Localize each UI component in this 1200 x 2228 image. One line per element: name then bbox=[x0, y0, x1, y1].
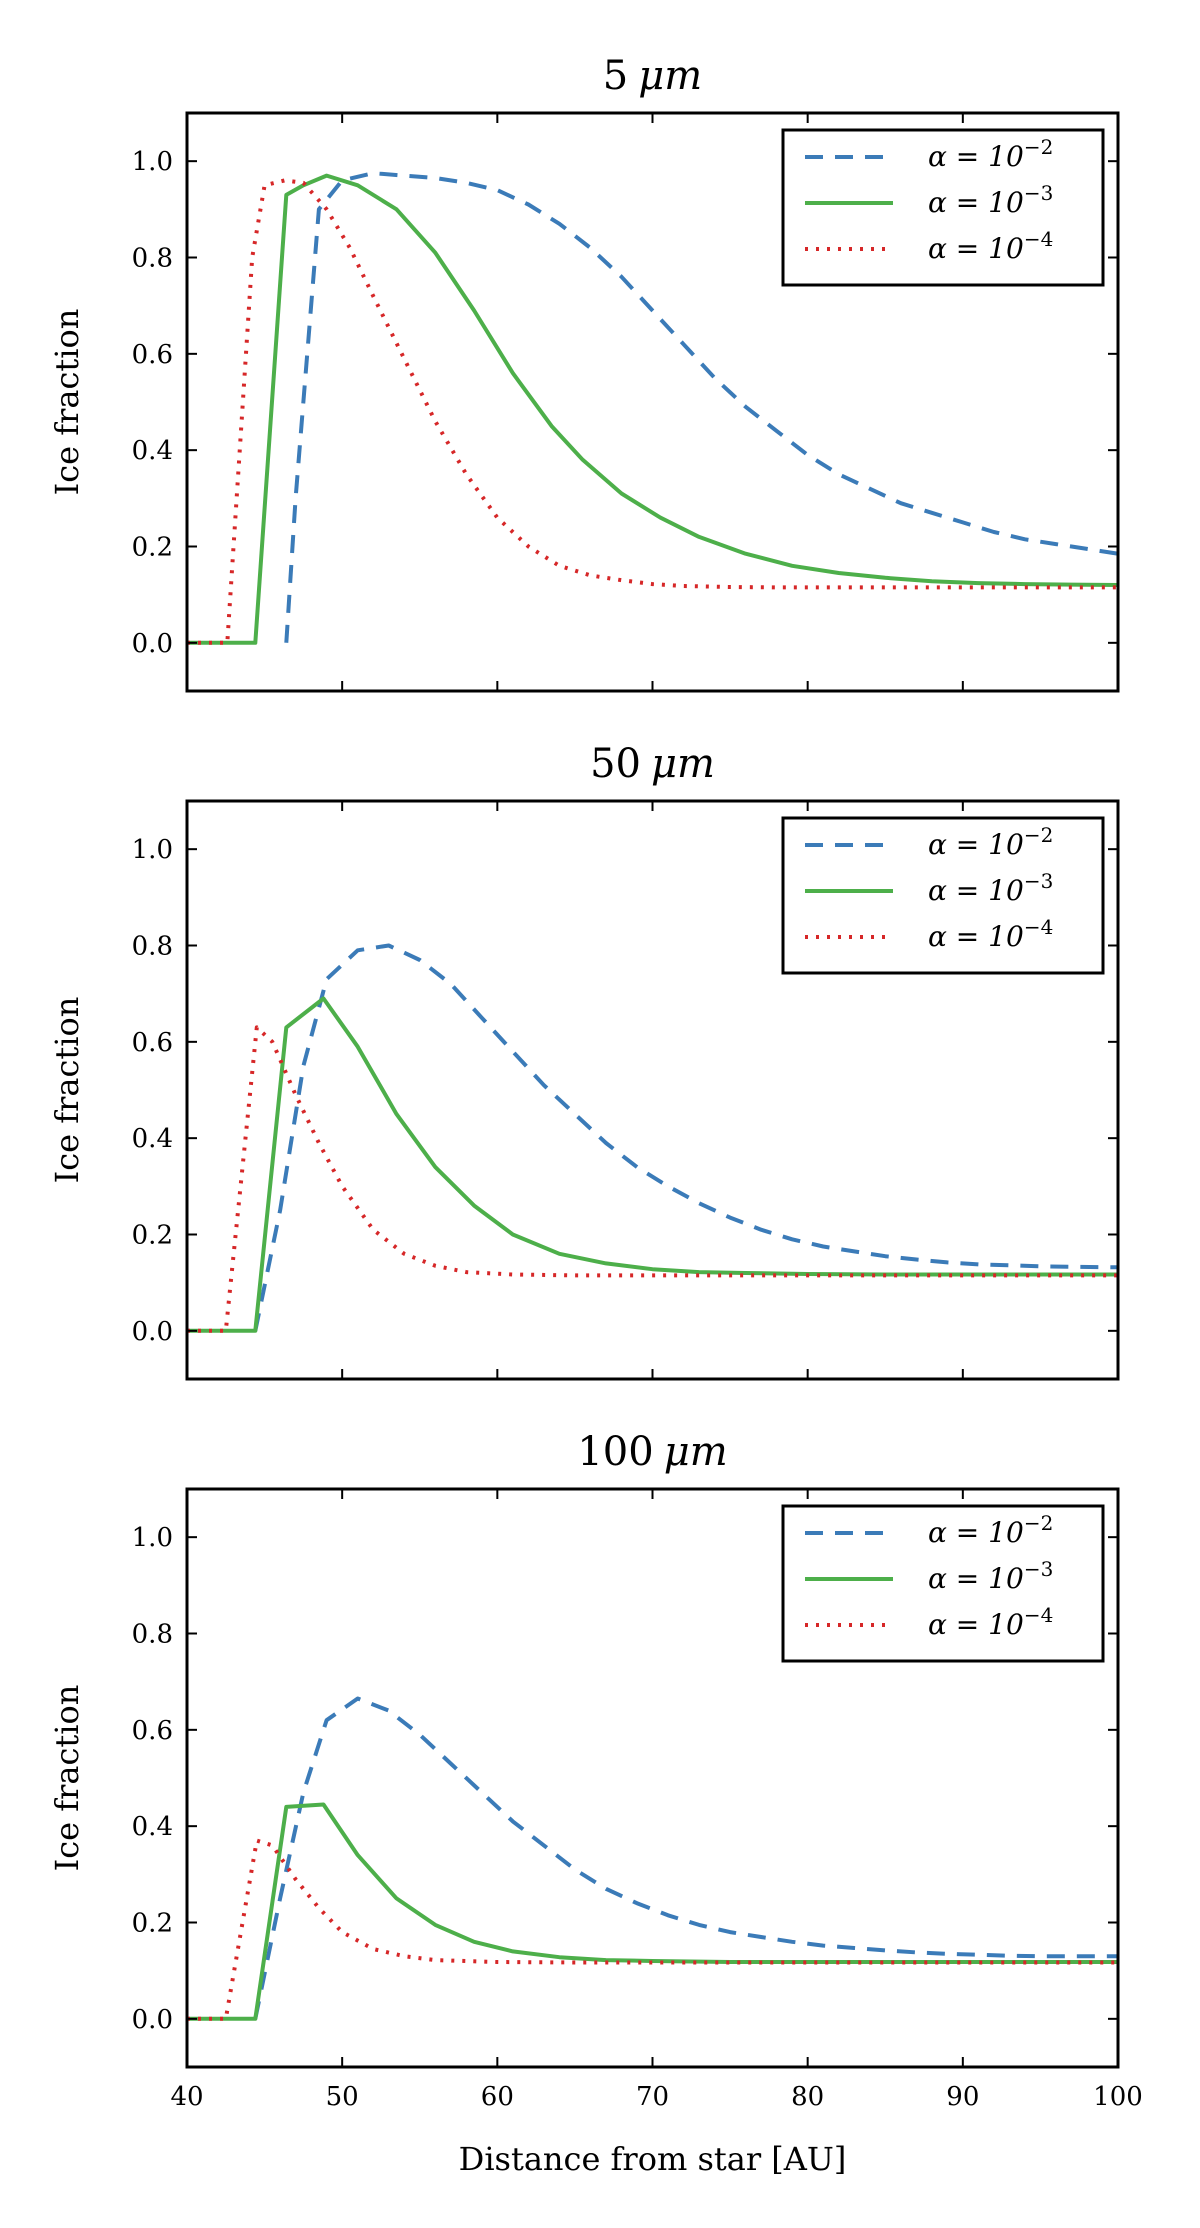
legend-label-exponent: −4 bbox=[1024, 227, 1053, 251]
y-axis-label: Ice fraction bbox=[48, 1685, 86, 1872]
y-axis-label: Ice fraction bbox=[48, 309, 86, 496]
y-tick-label: 0.8 bbox=[132, 244, 173, 274]
series-line-alpha-m4 bbox=[187, 178, 1118, 645]
legend-label: α = 10−4 bbox=[928, 227, 1053, 265]
y-tick-label: 0.2 bbox=[132, 1909, 173, 1939]
y-tick-label: 0.6 bbox=[132, 1028, 173, 1058]
legend-label-base: α = 10 bbox=[928, 1562, 1024, 1595]
x-tick-label: 70 bbox=[636, 2082, 669, 2112]
subplot-2: 50 μm 0.0 0.2 0.4 0.6 0.8 1.0 Ice fraction α = 10… bbox=[48, 741, 1120, 1381]
legend-label: α = 10−2 bbox=[928, 135, 1053, 173]
y-tick-label: 0.2 bbox=[132, 533, 173, 563]
legend: α = 10−2α = 10−3α = 10−4 bbox=[781, 1504, 1105, 1663]
series-line-alpha-m3 bbox=[187, 173, 1118, 645]
title-unit: μm bbox=[651, 741, 715, 787]
series-line-alpha-m4 bbox=[187, 1838, 1118, 2021]
title-number: 100 bbox=[577, 1429, 653, 1475]
y-tick-label: 1.0 bbox=[132, 835, 173, 865]
legend-label: α = 10−3 bbox=[928, 869, 1053, 907]
legend-label-exponent: −4 bbox=[1024, 915, 1053, 939]
y-tick-label: 0.0 bbox=[132, 2005, 173, 2035]
legend-label-base: α = 10 bbox=[928, 828, 1024, 861]
legend-label: α = 10−4 bbox=[928, 915, 1053, 953]
y-tick-label: 0.6 bbox=[132, 340, 173, 370]
y-tick-label: 1.0 bbox=[132, 147, 173, 177]
y-tick-label: 0.0 bbox=[132, 1317, 173, 1347]
legend-label: α = 10−4 bbox=[928, 1603, 1053, 1641]
title-number: 50 bbox=[590, 741, 641, 787]
legend-label-base: α = 10 bbox=[928, 874, 1024, 907]
series-line-alpha-m3 bbox=[187, 1802, 1118, 2021]
legend-label-exponent: −3 bbox=[1024, 1557, 1053, 1581]
legend: α = 10−2α = 10−3α = 10−4 bbox=[781, 816, 1105, 975]
title-unit: μm bbox=[664, 1429, 728, 1475]
x-tick-label: 40 bbox=[170, 2082, 203, 2112]
title-unit: μm bbox=[638, 53, 702, 99]
series-line-alpha-m2 bbox=[253, 943, 1118, 1332]
x-tick-label: 90 bbox=[946, 2082, 979, 2112]
y-tick-label: 0.8 bbox=[132, 1620, 173, 1650]
series-line-alpha-m4 bbox=[187, 1025, 1118, 1333]
y-tick-label: 0.4 bbox=[132, 1124, 173, 1154]
y-tick-label: 0.6 bbox=[132, 1716, 173, 1746]
y-tick-label: 1.0 bbox=[132, 1523, 173, 1553]
series-line-alpha-m2 bbox=[284, 171, 1118, 643]
subplot-title: 100 μm bbox=[577, 1429, 727, 1475]
legend: α = 10−2α = 10−3α = 10−4 bbox=[781, 128, 1105, 287]
legend-label-exponent: −4 bbox=[1024, 1603, 1053, 1627]
x-tick-label: 50 bbox=[326, 2082, 359, 2112]
subplot-title: 5 μm bbox=[603, 53, 702, 99]
legend-label-base: α = 10 bbox=[928, 1516, 1024, 1549]
y-tick-label: 0.4 bbox=[132, 436, 173, 466]
series-line-alpha-m2 bbox=[253, 1696, 1118, 2020]
x-tick-label: 80 bbox=[791, 2082, 824, 2112]
legend-label-base: α = 10 bbox=[928, 140, 1024, 173]
subplot-title: 50 μm bbox=[590, 741, 715, 787]
y-tick-label: 0.0 bbox=[132, 629, 173, 659]
legend-label: α = 10−2 bbox=[928, 1511, 1053, 1549]
legend-label-exponent: −3 bbox=[1024, 181, 1053, 205]
legend-label-base: α = 10 bbox=[928, 186, 1024, 219]
title-number: 5 bbox=[603, 53, 628, 99]
x-tick-label: 60 bbox=[481, 2082, 514, 2112]
legend-label-base: α = 10 bbox=[928, 232, 1024, 265]
legend-label: α = 10−3 bbox=[928, 1557, 1053, 1595]
legend-label-exponent: −2 bbox=[1024, 1511, 1053, 1535]
legend-label-exponent: −3 bbox=[1024, 869, 1053, 893]
x-axis-label: Distance from star [AU] bbox=[459, 2140, 847, 2178]
series-line-alpha-m3 bbox=[187, 996, 1118, 1333]
legend-label-base: α = 10 bbox=[928, 1608, 1024, 1641]
legend-label: α = 10−2 bbox=[928, 823, 1053, 861]
legend-label: α = 10−3 bbox=[928, 181, 1053, 219]
y-tick-label: 0.2 bbox=[132, 1221, 173, 1251]
y-tick-label: 0.4 bbox=[132, 1812, 173, 1842]
legend-label-base: α = 10 bbox=[928, 920, 1024, 953]
y-tick-label: 0.8 bbox=[132, 932, 173, 962]
x-tick-label: 100 bbox=[1093, 2082, 1143, 2112]
legend-label-exponent: −2 bbox=[1024, 135, 1053, 159]
legend-label-exponent: −2 bbox=[1024, 823, 1053, 847]
y-axis-label: Ice fraction bbox=[48, 997, 86, 1184]
